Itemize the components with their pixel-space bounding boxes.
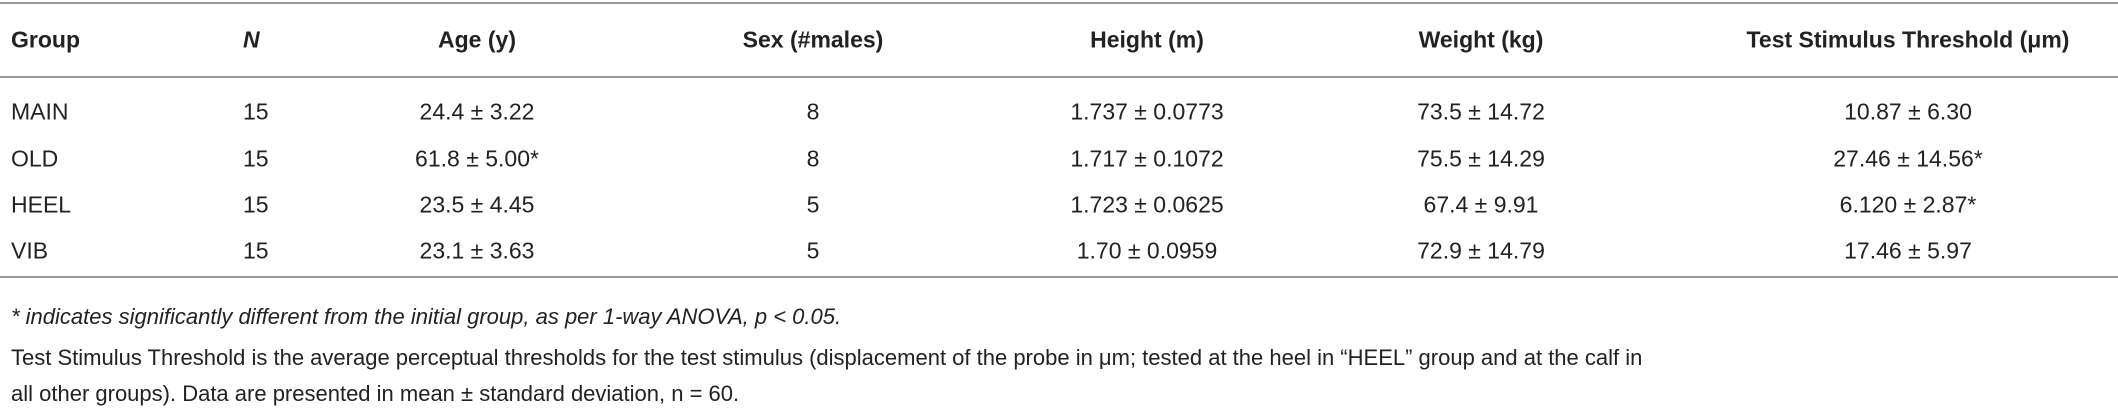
table-cell: 1.70 ± 0.0959	[1076, 237, 1218, 264]
table-cell: 67.4 ± 9.91	[1423, 191, 1539, 218]
table-cell: 15	[243, 237, 269, 264]
footnote: * indicates significantly different from…	[11, 304, 842, 329]
column-header: Height (m)	[1090, 26, 1204, 53]
table-cell: 1.723 ± 0.0625	[1070, 191, 1224, 218]
table-cell: 15	[243, 191, 269, 218]
table-cell: 8	[806, 145, 820, 172]
table-cell: 72.9 ± 14.79	[1417, 237, 1545, 264]
column-header: Weight (kg)	[1418, 26, 1544, 53]
header-rule	[0, 76, 2118, 78]
column-header: Age (y)	[438, 26, 516, 53]
table-cell: 61.8 ± 5.00*	[415, 145, 539, 172]
footnote: all other groups). Data are presented in…	[11, 381, 740, 406]
table-cell: 27.46 ± 14.56*	[1833, 145, 1983, 172]
table-cell: 24.4 ± 3.22	[419, 98, 535, 125]
table-cell: 73.5 ± 14.72	[1417, 98, 1545, 125]
column-header: Sex (#males)	[742, 26, 884, 53]
column-header: Group	[11, 26, 80, 53]
table-cell: 6.120 ± 2.87*	[1839, 191, 1977, 218]
table-cell: HEEL	[11, 191, 72, 218]
table-cell: 23.1 ± 3.63	[419, 237, 535, 264]
table-cell: 1.737 ± 0.0773	[1070, 98, 1224, 125]
table-cell: 15	[243, 98, 269, 125]
table-cell: 10.87 ± 6.30	[1844, 98, 1972, 125]
table-cell: OLD	[11, 145, 59, 172]
table-cell: 17.46 ± 5.97	[1844, 237, 1972, 264]
table-cell: 8	[806, 98, 820, 125]
table-cell: VIB	[11, 237, 49, 264]
table-cell: 5	[806, 237, 820, 264]
footnote: Test Stimulus Threshold is the average p…	[11, 345, 1643, 370]
table-cell: 75.5 ± 14.29	[1417, 145, 1545, 172]
table-cell: MAIN	[11, 98, 69, 125]
table-cell: 1.717 ± 0.1072	[1070, 145, 1224, 172]
table-cell: 5	[806, 191, 820, 218]
column-header: N	[243, 26, 260, 53]
bottom-rule	[0, 276, 2118, 278]
top-rule	[0, 2, 2118, 4]
column-header: Test Stimulus Threshold (μm)	[1746, 26, 2070, 53]
table-cell: 23.5 ± 4.45	[419, 191, 535, 218]
table-cell: 15	[243, 145, 269, 172]
